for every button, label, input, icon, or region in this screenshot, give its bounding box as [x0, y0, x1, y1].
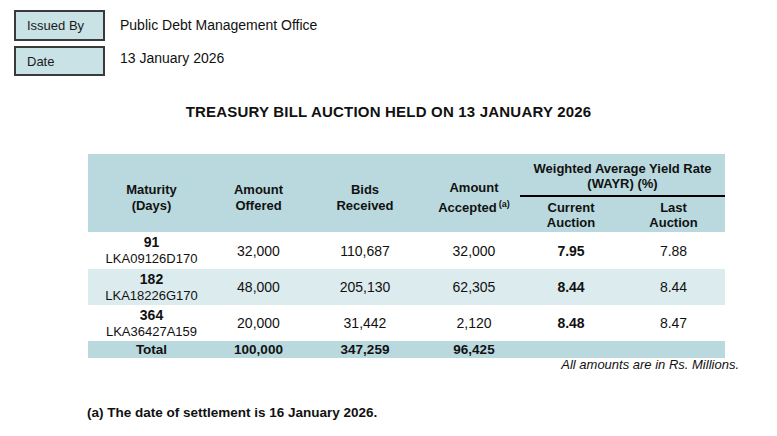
bids-received-cell: 110,687 [302, 232, 428, 269]
current-auction-cell: 8.48 [520, 305, 622, 341]
date-box: Date [14, 46, 105, 76]
col-header-line: Amount [428, 180, 520, 196]
col-header-line: Auction [622, 215, 725, 230]
col-header-line: (Days) [88, 198, 215, 214]
amount-offered-cell: 32,000 [215, 232, 302, 269]
auction-table-wrap: Maturity (Days) Amount Offered Bids Rece… [88, 154, 725, 358]
settlement-footnote: (a) The date of settlement is 16 January… [87, 405, 377, 420]
isin-code: LKA09126D170 [88, 251, 215, 267]
auction-table: Maturity (Days) Amount Offered Bids Rece… [88, 154, 725, 358]
table-total-row: Total 100,000 347,259 96,425 [88, 341, 725, 358]
maturity-cell: 364 LKA36427A159 [88, 305, 215, 341]
col-header-amount-offered: Amount Offered [215, 154, 302, 232]
amount-accepted-cell: 2,120 [428, 305, 520, 341]
total-amount-offered: 100,000 [215, 341, 302, 358]
isin-code: LKA36427A159 [88, 324, 215, 340]
col-header-wayr-group: Weighted Average Yield Rate (WAYR) (%) [520, 154, 725, 196]
col-header-line: Auction [520, 215, 622, 230]
col-header-accepted-text: Accepted [438, 200, 497, 215]
footnote-marker-a: (a) [499, 199, 510, 209]
col-header-line: Accepted(a) [428, 196, 520, 216]
col-header-line: Offered [215, 198, 302, 214]
bids-received-cell: 205,130 [302, 269, 428, 305]
amount-accepted-cell: 62,305 [428, 269, 520, 305]
table-body: 91 LKA09126D170 32,000 110,687 32,000 7.… [88, 232, 725, 358]
isin-code: LKA18226G170 [88, 288, 215, 304]
amount-offered-cell: 48,000 [215, 269, 302, 305]
col-header-amount-accepted: Amount Accepted(a) [428, 154, 520, 232]
maturity-days: 91 [88, 234, 215, 251]
last-auction-cell: 7.88 [622, 232, 725, 269]
issued-by-value: Public Debt Management Office [120, 17, 317, 33]
table-header: Maturity (Days) Amount Offered Bids Rece… [88, 154, 725, 232]
date-value: 13 January 2026 [120, 50, 224, 66]
date-label: Date [27, 54, 54, 69]
table-row: 182 LKA18226G170 48,000 205,130 62,305 8… [88, 269, 725, 305]
col-header-line: Bids [302, 182, 428, 198]
total-label: Total [88, 341, 215, 358]
page-title: TREASURY BILL AUCTION HELD ON 13 JANUARY… [0, 103, 777, 120]
last-auction-cell: 8.44 [622, 269, 725, 305]
maturity-days: 182 [88, 271, 215, 288]
amounts-unit-note: All amounts are in Rs. Millions. [561, 357, 739, 372]
col-header-line: Current [520, 200, 622, 215]
amount-offered-cell: 20,000 [215, 305, 302, 341]
amount-accepted-cell: 32,000 [428, 232, 520, 269]
col-header-line: Amount [215, 182, 302, 198]
maturity-cell: 91 LKA09126D170 [88, 232, 215, 269]
current-auction-cell: 8.44 [520, 269, 622, 305]
col-header-bids-received: Bids Received [302, 154, 428, 232]
wayr-group-line2: (WAYR) (%) [520, 176, 725, 191]
issued-by-label: Issued By [27, 18, 84, 33]
col-header-last-auction: Last Auction [622, 196, 725, 232]
table-row: 91 LKA09126D170 32,000 110,687 32,000 7.… [88, 232, 725, 269]
col-header-maturity: Maturity (Days) [88, 154, 215, 232]
col-header-line: Received [302, 198, 428, 214]
total-last-auction [622, 341, 725, 358]
col-header-line: Last [622, 200, 725, 215]
maturity-days: 364 [88, 307, 215, 324]
bids-received-cell: 31,442 [302, 305, 428, 341]
total-amount-accepted: 96,425 [428, 341, 520, 358]
last-auction-cell: 8.47 [622, 305, 725, 341]
total-current-auction [520, 341, 622, 358]
issued-by-box: Issued By [14, 10, 105, 41]
total-bids-received: 347,259 [302, 341, 428, 358]
wayr-group-line1: Weighted Average Yield Rate [520, 161, 725, 176]
current-auction-cell: 7.95 [520, 232, 622, 269]
col-header-line: Maturity [88, 182, 215, 198]
maturity-cell: 182 LKA18226G170 [88, 269, 215, 305]
col-header-current-auction: Current Auction [520, 196, 622, 232]
table-row: 364 LKA36427A159 20,000 31,442 2,120 8.4… [88, 305, 725, 341]
